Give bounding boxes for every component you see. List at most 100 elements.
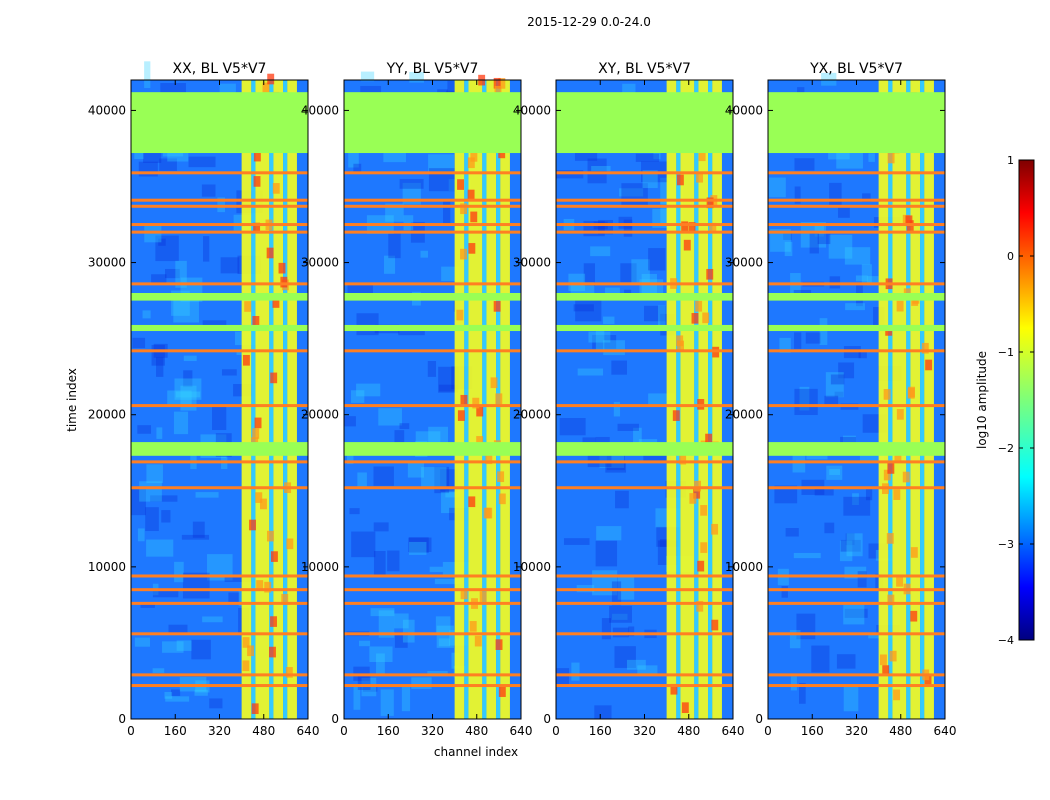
y-tick-label: 40000	[725, 103, 763, 117]
rfi-line	[768, 349, 945, 353]
signal-hotspot	[249, 519, 257, 531]
x-axis-label: channel index	[434, 745, 518, 759]
signal-hotspot	[494, 85, 502, 97]
heatmap-texture-cell	[621, 183, 648, 208]
heatmap-texture-cell	[220, 257, 240, 274]
heatmap-texture-cell	[151, 274, 167, 283]
y-tick-label: 10000	[513, 560, 551, 574]
heatmap-texture-cell	[144, 225, 162, 243]
signal-band-column	[251, 80, 256, 719]
rfi-line	[768, 486, 945, 490]
signal-hotspot	[476, 405, 484, 417]
heatmap-texture-cell	[152, 668, 165, 673]
x-tick-label: 320	[208, 724, 231, 738]
heatmap-texture-cell	[644, 305, 666, 322]
heatmap-texture-cell	[612, 613, 628, 620]
heatmap-texture-cell	[794, 186, 801, 204]
signal-band-column	[241, 80, 252, 719]
y-tick-label: 0	[331, 712, 339, 726]
heatmap-texture-cell	[639, 279, 664, 294]
heatmap-texture-cell	[596, 526, 622, 541]
heatmap-texture-cell	[142, 310, 151, 319]
rfi-line	[131, 574, 308, 578]
heatmap-texture-cell	[168, 624, 188, 634]
y-tick-label: 10000	[301, 560, 339, 574]
heatmap-texture-cell	[642, 170, 658, 189]
heatmap-texture-cell	[843, 496, 871, 516]
x-tick-label: 160	[589, 724, 612, 738]
heatmap-texture-cell	[594, 705, 612, 719]
heatmap-texture-cell	[793, 552, 821, 559]
rfi-line	[768, 282, 945, 286]
heatmap-texture-cell	[378, 408, 402, 426]
heatmap-texture-cell	[356, 383, 381, 397]
heatmap-texture-cell	[866, 276, 879, 286]
signal-hotspot	[253, 176, 261, 187]
signal-hotspot	[896, 409, 904, 420]
heatmap-texture-cell	[409, 71, 424, 83]
signal-hotspot	[676, 335, 684, 347]
colorbar-label: log10 amplitude	[975, 351, 989, 449]
heatmap-texture-cell	[401, 685, 411, 712]
signal-hotspot	[697, 560, 705, 572]
y-tick-label: 40000	[88, 103, 126, 117]
signal-hotspot	[286, 538, 294, 550]
signal-hotspot	[252, 428, 260, 439]
panel-title: YY, BL V5*V7	[386, 61, 479, 77]
signal-hotspot	[893, 689, 901, 701]
heatmap-texture-cell	[591, 165, 611, 171]
signal-hotspot	[886, 533, 894, 544]
signal-hotspot	[457, 179, 465, 190]
rfi-line	[131, 204, 308, 208]
heatmap-texture-cell	[611, 360, 627, 375]
heatmap-texture-cell	[605, 287, 620, 294]
heatmap-texture-cell	[351, 531, 376, 558]
heatmap-texture-cell	[175, 391, 201, 398]
heatmap-texture-cell	[373, 466, 394, 486]
heatmap-texture-cell	[183, 355, 197, 362]
signal-hotspot	[498, 686, 506, 697]
heatmap-texture-cell	[146, 464, 163, 484]
x-tick-label: 320	[633, 724, 656, 738]
signal-band-column	[680, 80, 695, 719]
rfi-line	[344, 404, 521, 408]
heatmap-texture-cell	[192, 521, 205, 538]
panel-title: YX, BL V5*V7	[809, 61, 903, 77]
heatmap-texture-cell	[622, 83, 636, 94]
rfi-line	[344, 486, 521, 490]
heatmap-texture-cell	[794, 158, 815, 171]
heatmap-texture-cell	[435, 616, 451, 633]
heatmap-texture-cell	[134, 637, 151, 647]
colorbar-tick-label: 1	[1007, 154, 1014, 167]
signal-hotspot	[921, 342, 929, 354]
rfi-line	[556, 673, 733, 677]
signal-hotspot	[242, 354, 250, 366]
heatmap-texture-cell	[614, 646, 636, 668]
y-tick-label: 0	[543, 712, 551, 726]
signal-hotspot	[693, 487, 701, 499]
panel-2: YY, BL V5*V7 0 160 320 480 640 0 10000 20000 3000…	[301, 61, 533, 738]
flagged-range	[768, 293, 945, 301]
signal-band-column	[920, 80, 925, 719]
heatmap-texture-cell	[592, 334, 617, 349]
heatmap-texture-cell	[394, 430, 405, 446]
heatmap-texture-cell	[369, 646, 393, 663]
heatmap-texture-cell	[789, 630, 801, 649]
panel-title: XX, BL V5*V7	[173, 61, 267, 77]
signal-hotspot	[694, 480, 701, 492]
rfi-line	[768, 574, 945, 578]
signal-hotspot	[281, 593, 289, 605]
signal-hotspot	[681, 221, 689, 233]
heatmap-texture-cell	[613, 401, 621, 417]
heatmap-texture-cell	[571, 662, 580, 681]
signal-hotspot	[280, 276, 288, 288]
heatmap-texture-cell	[819, 318, 828, 345]
signal-hotspot	[879, 654, 887, 666]
heatmap-texture-cell	[140, 602, 155, 608]
heatmap-texture-cell	[825, 372, 844, 398]
heatmap-texture-cell	[394, 631, 408, 648]
heatmap-texture-cell	[427, 361, 437, 377]
heatmap-texture-cell	[221, 445, 228, 470]
rfi-line	[344, 460, 521, 464]
heatmap-texture-cell	[188, 156, 216, 168]
